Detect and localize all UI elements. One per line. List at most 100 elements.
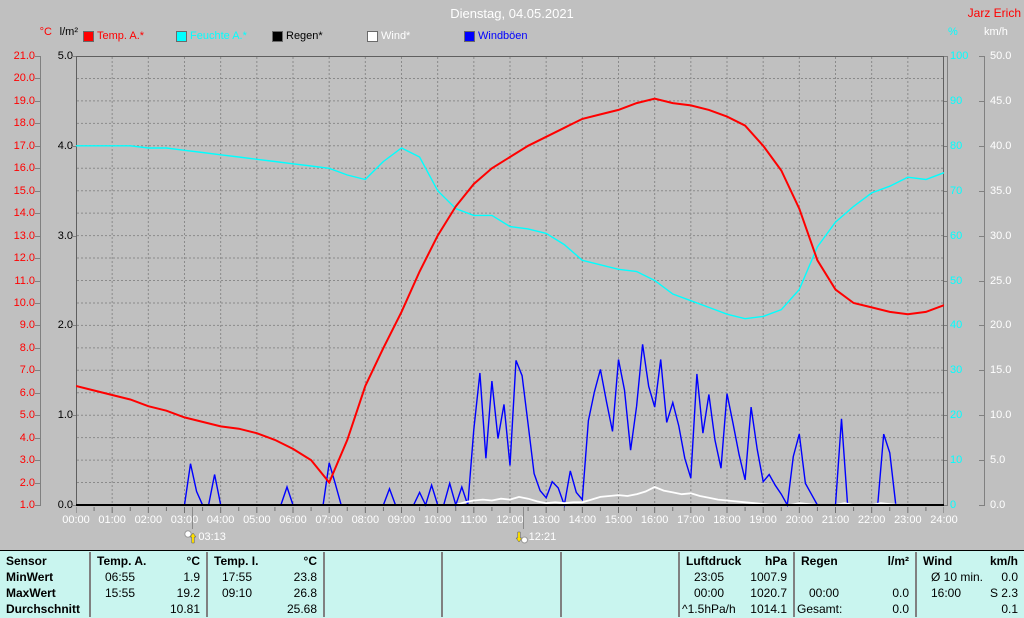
table-divider (323, 552, 325, 617)
x-tick-label: 14:00 (568, 514, 597, 526)
table-divider (89, 552, 91, 617)
marker-time: 03:13 (198, 531, 226, 543)
moonset-icon (515, 529, 528, 544)
table-cell: Regen (801, 554, 838, 568)
tick-label: 4.0 (19, 431, 35, 444)
table-cell: °C (186, 554, 200, 568)
series-temp-a- (76, 97, 944, 485)
table-cell: 1020.7 (750, 586, 787, 600)
table-divider (441, 552, 443, 617)
tick-mark (979, 280, 984, 282)
x-tick-label: 07:00 (315, 514, 343, 526)
tick-mark (979, 100, 984, 102)
legend-label: Wind* (381, 30, 411, 42)
table-cell: 17:55 (222, 570, 253, 584)
tick-mark (35, 100, 40, 102)
tick-mark (943, 460, 948, 462)
x-tick-label: 10:00 (423, 514, 452, 526)
table-cell: l/m² (887, 554, 909, 568)
tick-mark (943, 235, 948, 237)
legend-swatch-0 (83, 31, 94, 42)
x-tick-label: 17:00 (677, 514, 705, 526)
table-cell: Sensor (6, 554, 47, 568)
tick-mark (979, 370, 984, 372)
tick-label: 50.0 (990, 50, 1012, 62)
legend-label: Temp. A.* (97, 30, 145, 42)
table-cell: °C (303, 554, 317, 568)
plot-area (76, 56, 944, 513)
tick-label: 70 (950, 184, 963, 197)
table-cell: 0.0 (892, 586, 909, 600)
tick-mark (35, 145, 40, 147)
table-divider (678, 552, 680, 617)
table-cell: Luftdruck (686, 554, 742, 568)
tick-label: 6.0 (19, 386, 35, 399)
x-tick-label: 13:00 (532, 514, 560, 526)
tick-label: 25.0 (990, 274, 1012, 287)
series-windb-en (76, 344, 944, 508)
table-cell: 25.68 (286, 602, 317, 616)
tick-label: 5.0 (990, 454, 1006, 467)
tick-label: 40.0 (990, 139, 1012, 152)
marker-tick (192, 507, 194, 529)
table-cell: 0.1 (1001, 602, 1018, 616)
table-cell: Temp. I. (214, 554, 259, 568)
table-divider (793, 552, 795, 617)
series-feuchte-a- (76, 145, 944, 320)
table-cell: 00:00 (809, 586, 840, 600)
x-tick-label: 05:00 (243, 514, 271, 526)
summary-table: Sensor MinWert MaxWert Durchschnitt Temp. A.… (0, 550, 1024, 618)
tick-label: 40 (950, 319, 963, 332)
tick-mark (71, 56, 76, 57)
tick-mark (943, 190, 948, 192)
tick-mark (35, 482, 40, 484)
table-cell: 1007.9 (750, 570, 787, 584)
axis-unit-wind: km/h (984, 26, 1008, 38)
tick-label: 0.0 (57, 499, 73, 511)
x-tick-label: 04:00 (206, 514, 235, 526)
tick-mark (71, 145, 76, 147)
tick-mark (35, 235, 40, 237)
tick-mark (979, 505, 984, 506)
table-cell: 0.0 (1001, 570, 1018, 584)
tick-label: 80 (950, 139, 963, 152)
table-background (0, 551, 1024, 618)
x-tick-label: 03:00 (170, 514, 199, 526)
tick-mark (35, 258, 40, 260)
tick-mark (979, 415, 984, 417)
tick-mark (943, 415, 948, 417)
table-cell: km/h (989, 554, 1018, 568)
axis-unit-temp: °C (39, 26, 52, 38)
tick-label: 16.0 (13, 162, 35, 175)
tick-label: 11.0 (14, 274, 35, 287)
tick-label: 10.0 (990, 409, 1012, 422)
legend-label: Feuchte A.* (190, 30, 247, 42)
tick-mark (979, 145, 984, 147)
tick-label: 50 (950, 274, 963, 287)
x-tick-label: 16:00 (640, 514, 669, 526)
table-cell: Gesamt: (797, 602, 843, 616)
tick-label: 9.0 (19, 319, 35, 332)
x-tick-label: 06:00 (279, 514, 307, 526)
tick-mark (35, 123, 40, 125)
x-tick-label: 02:00 (134, 514, 163, 526)
table-cell: ^1.5hPa/h (682, 602, 736, 616)
table-cell: 0.0 (892, 602, 909, 616)
legend-swatch-3 (367, 31, 378, 42)
table-divider (560, 552, 562, 617)
tick-label: 90 (950, 94, 963, 107)
legend-label: Windböen (478, 30, 528, 42)
tick-label: 19.0 (13, 94, 35, 107)
x-tick-label: 11:00 (460, 514, 488, 526)
tick-mark (35, 302, 40, 304)
marker-tick (522, 507, 524, 529)
tick-label: 20.0 (13, 72, 35, 85)
tick-mark (943, 325, 948, 327)
x-tick-label: 21:00 (821, 514, 850, 526)
tick-label: 3.0 (19, 454, 35, 467)
x-tick-label: 09:00 (387, 514, 416, 526)
tick-mark (35, 56, 40, 57)
table-cell: 1014.1 (750, 602, 787, 616)
table-cell: Ø 10 min. (931, 570, 984, 584)
